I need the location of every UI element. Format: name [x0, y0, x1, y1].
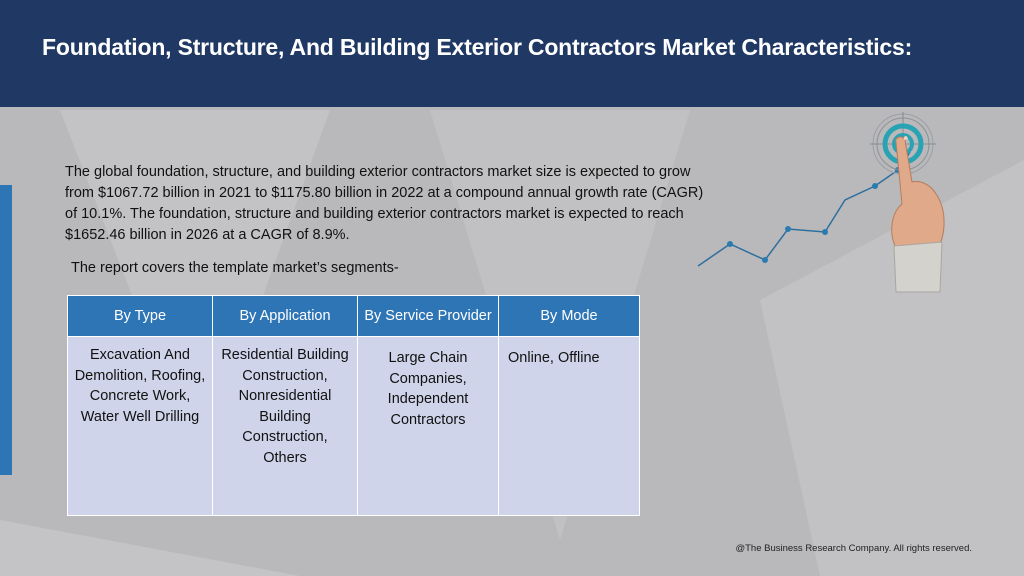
cell-mode: Online, Offline [498, 336, 640, 516]
header-by-service-provider: By Service Provider [357, 295, 499, 337]
header-bar: Foundation, Structure, And Building Exte… [0, 0, 1024, 107]
table-row: Excavation And Demolition, Roofing, Conc… [67, 336, 640, 516]
left-accent-bar [0, 185, 12, 475]
cell-type: Excavation And Demolition, Roofing, Conc… [67, 336, 213, 516]
cell-service-provider: Large Chain Companies, Independent Contr… [357, 336, 499, 516]
segments-header-row: By Type By Application By Service Provid… [67, 295, 640, 337]
intro-paragraph: The global foundation, structure, and bu… [65, 164, 704, 243]
page-title: Foundation, Structure, And Building Exte… [42, 34, 913, 60]
cell-application: Residential Building Construction, Nonre… [212, 336, 358, 516]
header-by-application: By Application [212, 295, 358, 337]
segments-table: By Type By Application By Service Provid… [67, 295, 640, 516]
segments-note: The report covers the template market’s … [71, 260, 399, 276]
copyright-footer: @The Business Research Company. All righ… [735, 543, 972, 554]
header-by-type: By Type [67, 295, 213, 337]
hand-icon [891, 136, 945, 293]
header-by-mode: By Mode [498, 295, 640, 337]
growth-chart-target-hand-icon [697, 112, 945, 293]
